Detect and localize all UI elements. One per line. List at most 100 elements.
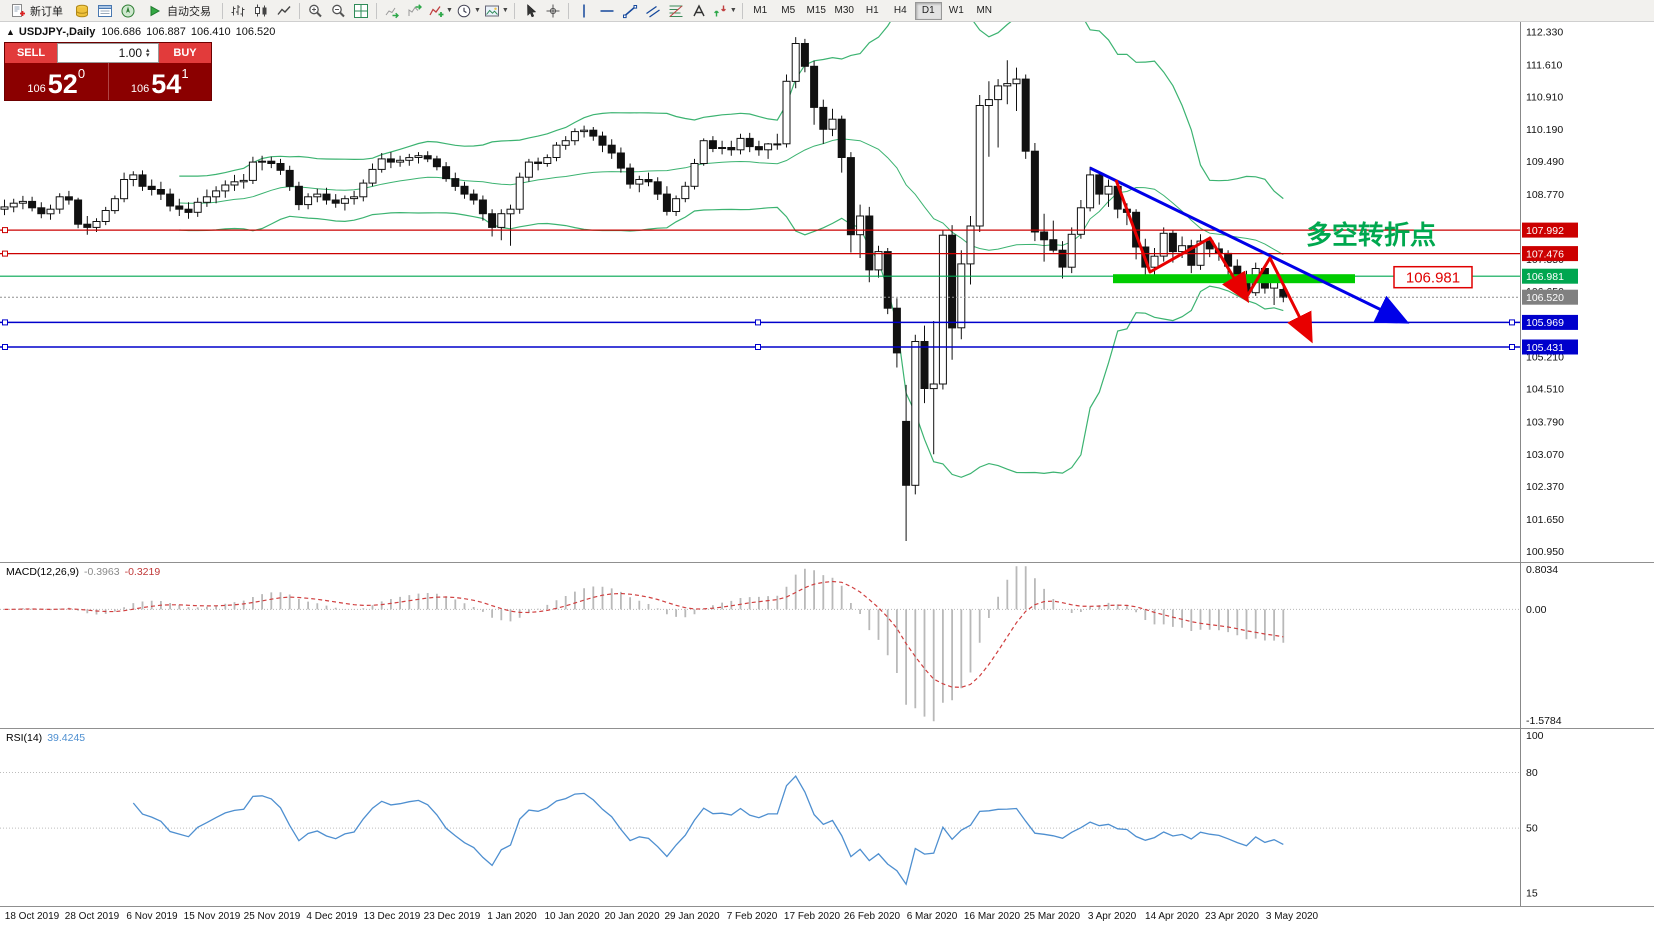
date-label: 23 Apr 2020	[1205, 911, 1259, 922]
symbol-period-label: USDJPY-,Daily	[18, 26, 96, 38]
oct-collapse-toggle[interactable]: ▲	[6, 27, 15, 37]
channel-icon	[645, 3, 661, 19]
market-watch-icon	[74, 3, 90, 19]
clock-icon	[456, 3, 472, 19]
fibonacci-tool-icon[interactable]	[665, 1, 687, 21]
rsi-axis-label: 15	[1526, 888, 1538, 900]
bar-chart-icon[interactable]	[227, 1, 249, 21]
date-label: 26 Feb 2020	[843, 911, 901, 922]
crosshair-tool-icon[interactable]	[542, 1, 564, 21]
dropdown-caret-icon: ▼	[473, 7, 481, 14]
timeframe-m1[interactable]: M1	[747, 2, 774, 20]
cursor-tool-icon[interactable]	[519, 1, 541, 21]
periods-button[interactable]: ▼	[455, 1, 482, 21]
zoom-in-icon[interactable]	[304, 1, 326, 21]
macd-signal-value: -0.3219	[124, 566, 161, 578]
price-callout-box[interactable]	[1393, 265, 1473, 289]
timeframe-d1[interactable]: D1	[914, 1, 942, 20]
market-watch-icon[interactable]	[71, 1, 93, 21]
line-handle[interactable]	[755, 319, 761, 326]
date-label: 6 Mar 2020	[906, 911, 958, 922]
line-handle[interactable]	[1509, 344, 1515, 350]
toolbar-separator	[567, 2, 569, 19]
volume-spinner[interactable]: ▴ ▾	[146, 47, 156, 59]
trendline-tool-icon[interactable]	[619, 1, 641, 21]
sell-button[interactable]: SELL	[5, 43, 57, 63]
cn-annotation-text[interactable]: 多空转折点	[1306, 220, 1436, 250]
line-handle[interactable]	[755, 344, 761, 350]
channel-tool-icon[interactable]	[642, 1, 664, 21]
volume-value: 1.00	[118, 46, 142, 60]
line-handle[interactable]	[2, 319, 8, 326]
zoom-out-icon	[330, 3, 346, 19]
price-axis-label: 103.790	[1526, 416, 1564, 428]
tile-grid-icon	[353, 3, 369, 19]
bid-price[interactable]: 106 52 0	[5, 63, 108, 100]
date-axis[interactable]: 18 Oct 2019 28 Oct 2019 6 Nov 2019 15 Nov 2…	[0, 906, 1654, 928]
price-axis-label: 110.190	[1526, 124, 1563, 136]
macd-panel[interactable]: 0.8034 0.00 -1.5784	[0, 562, 1654, 728]
timeframe-m15[interactable]: M15	[803, 2, 830, 20]
ask-price[interactable]: 106 54 1	[107, 63, 212, 100]
red-zigzag-arrow-1[interactable]	[1114, 179, 1250, 304]
chart-ohlc-readout: ▲ USDJPY-,Daily 106.686 106.887 106.410 106.5…	[6, 26, 280, 38]
high-value: 106.887	[146, 26, 186, 38]
tile-windows-icon[interactable]	[350, 1, 372, 21]
text-label-tool-icon[interactable]	[688, 1, 710, 21]
svg-text:106.981: 106.981	[1526, 271, 1564, 283]
date-label: 25 Nov 2019	[243, 911, 301, 922]
new-order-button[interactable]: 新订单	[3, 1, 70, 21]
bid-int: 106	[27, 83, 46, 95]
templates-button[interactable]: ▼	[483, 1, 510, 21]
buy-button[interactable]: BUY	[159, 43, 211, 63]
auto-scroll-icon[interactable]	[381, 1, 403, 21]
crosshair-icon	[545, 3, 561, 19]
template-icon	[484, 3, 500, 19]
descending-trendline-arrow[interactable]	[1089, 166, 1410, 324]
timeframe-w1[interactable]: W1	[943, 2, 970, 20]
horizontal-line-tool-icon[interactable]	[596, 1, 618, 21]
date-label: 3 May 2020	[1265, 911, 1319, 922]
line-handle[interactable]	[2, 227, 8, 234]
timeframe-h4[interactable]: H4	[887, 2, 914, 20]
chart-shift-icon[interactable]	[404, 1, 426, 21]
data-window-icon[interactable]	[94, 1, 116, 21]
rsi-line	[132, 775, 1284, 886]
trendline-icon	[622, 3, 638, 19]
macd-indicator-label: MACD(12,26,9) -0.3963 -0.3219	[6, 566, 160, 578]
navigator-icon	[120, 3, 136, 19]
rsi-panel[interactable]: 100 80 50 15	[0, 728, 1654, 906]
line-chart-icon[interactable]	[273, 1, 295, 21]
main-chart[interactable]: 多空转折点 106.981 112.330 111.610 110.910 110.190…	[0, 22, 1654, 562]
volume-down-icon[interactable]: ▾	[146, 52, 150, 59]
candlestick-chart-icon[interactable]	[250, 1, 272, 21]
rsi-axis-label: 80	[1526, 767, 1538, 779]
volume-field[interactable]: 1.00 ▴ ▾	[57, 43, 159, 63]
vertical-line-tool-icon[interactable]	[573, 1, 595, 21]
auto-trading-button[interactable]: 自动交易	[140, 1, 218, 21]
arrows-tool-button[interactable]: ▼	[711, 1, 738, 21]
zoom-out-icon[interactable]	[327, 1, 349, 21]
timeframe-m30[interactable]: M30	[831, 2, 858, 20]
price-tag-105.969: 105.969	[1522, 314, 1578, 330]
timeframe-h1[interactable]: H1	[859, 2, 886, 20]
indicators-list-button[interactable]: ▼	[427, 1, 454, 21]
macd-main-value: -0.3963	[83, 566, 120, 578]
line-handle[interactable]	[2, 344, 8, 350]
candles	[0, 43, 1288, 486]
navigator-icon[interactable]	[117, 1, 139, 21]
line-handle[interactable]	[2, 250, 8, 257]
date-label: 16 Mar 2020	[963, 911, 1021, 922]
macd-axis-label: 0.8034	[1526, 564, 1558, 576]
price-axis-label: 111.610	[1526, 59, 1563, 71]
price-axis-label: 103.070	[1526, 449, 1564, 461]
indicators-icon	[428, 3, 444, 19]
price-axis-label: 101.650	[1526, 514, 1564, 526]
line-handle[interactable]	[1509, 319, 1515, 326]
timeframe-mn[interactable]: MN	[971, 2, 998, 20]
date-label: 15 Nov 2019	[183, 911, 241, 922]
red-zigzag-arrow-2[interactable]	[1244, 256, 1313, 344]
volume-up-icon[interactable]: ▴	[146, 47, 150, 54]
price-axis-label: 108.770	[1526, 189, 1564, 201]
timeframe-m5[interactable]: M5	[775, 2, 802, 20]
